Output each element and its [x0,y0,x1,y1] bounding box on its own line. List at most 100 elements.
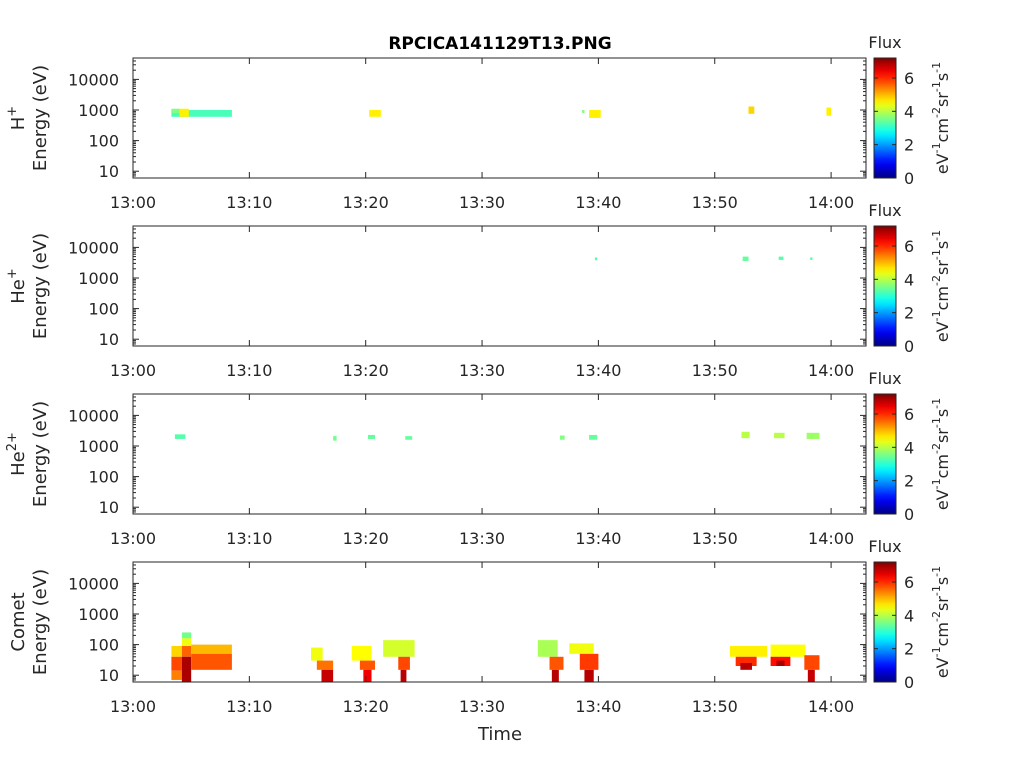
unit-part: sr [933,428,952,443]
x-tick-label: 13:00 [110,361,156,380]
colorbar-title: Flux [868,537,901,556]
unit-exponent: -1 [930,310,943,321]
figure-title: RPCICA141129T13.PNG [388,34,611,54]
heatmap-cells [171,106,832,118]
y-tick-label: 1000 [78,605,119,624]
species-name: Comet [8,592,29,651]
x-tick-label: 13:30 [459,361,505,380]
x-tick-label: 14:00 [808,361,854,380]
unit-exponent: -2 [930,107,943,118]
colorbar-label: eV-1cm-2sr-1s-1 [930,566,952,678]
x-tick-label: 13:10 [226,529,272,548]
heatmap-cell [368,434,376,439]
heatmap-cell [369,109,381,117]
heatmap-cell [171,646,182,657]
unit-exponent: -1 [930,62,943,73]
heatmap-cell [770,644,806,657]
heatmap-cell [549,656,564,670]
colorbar-tick-label: 2 [904,304,914,323]
heatmap-cell [810,257,813,260]
unit-part: s [933,73,952,81]
y-tick-label: 100 [88,468,119,487]
species-label: H+ [5,106,29,130]
heatmap-cell [171,656,182,671]
x-tick-label: 13:00 [110,529,156,548]
x-tick-label: 13:10 [226,193,272,212]
heatmap-cell [171,109,232,117]
y-tick-label: 100 [88,132,119,151]
colorbar-tick-label: 2 [904,472,914,491]
x-tick-label: 13:40 [575,529,621,548]
species-name: He [8,451,29,476]
heatmap-cell [398,656,410,670]
species-charge: 2+ [5,432,20,451]
colorbar-tick-label: 4 [904,438,914,457]
colorbar-tick-label: 6 [904,69,914,88]
x-tick-label: 13:20 [343,697,389,716]
energy-label: Energy (eV) [30,569,51,675]
colorbar-label: eV-1cm-2sr-1s-1 [930,230,952,342]
unit-part: eV [933,489,952,510]
energy-label: Energy (eV) [30,65,51,171]
colorbar [873,561,897,683]
unit-part: s [933,241,952,249]
unit-part: eV [933,321,952,342]
heatmap-cell [181,656,192,682]
colorbar-tick-label: 0 [904,505,914,524]
unit-exponent: -1 [930,478,943,489]
heatmap-cell [191,644,232,654]
heatmap-cell [171,670,182,680]
colorbar [873,57,897,179]
heatmap-cell [181,646,192,657]
heatmap-cell [311,647,323,661]
heatmap-cell [181,632,192,639]
y-tick-label: 10 [99,666,119,685]
colorbar-label: eV-1cm-2sr-1s-1 [930,62,952,174]
heatmap-cell [171,108,180,113]
heatmap-cell [826,107,832,116]
unit-part: eV [933,153,952,174]
colorbar-tick-label: 2 [904,640,914,659]
x-tick-label: 13:30 [459,697,505,716]
y-tick-label: 10000 [68,406,119,425]
heatmap-cell [748,106,755,114]
x-tick-label: 13:20 [343,193,389,212]
x-tick-label: 14:00 [808,529,854,548]
y-tick-label: 10 [99,162,119,181]
unit-part: sr [933,92,952,107]
x-tick-label: 13:40 [575,193,621,212]
x-tick-label: 13:50 [692,529,738,548]
heatmap-cell [729,646,768,657]
unit-exponent: -1 [930,398,943,409]
colorbar-tick-label: 0 [904,337,914,356]
heatmap-cell [551,669,559,682]
heatmap-cell [569,643,594,654]
colorbar-title: Flux [868,33,901,52]
y-tick-label: 10000 [68,238,119,257]
heatmap-cell [584,669,594,682]
y-tick-label: 10000 [68,574,119,593]
unit-part: cm [933,454,952,478]
x-tick-label: 13:00 [110,697,156,716]
y-axis-label: CometEnergy (eV) [8,569,51,675]
heatmap-cell [776,660,785,666]
unit-part: cm [933,118,952,142]
heatmap-cell [582,109,585,113]
y-tick-label: 10000 [68,70,119,89]
heatmap-cells [174,431,820,441]
species-label: He+ [5,268,29,304]
colorbar [873,225,897,347]
y-tick-label: 100 [88,636,119,655]
colorbar-tick-label: 0 [904,169,914,188]
species-charge: + [5,106,20,117]
heatmap-cell [579,653,599,670]
energy-label: Energy (eV) [30,233,51,339]
heatmap-cell [560,435,565,440]
heatmap-cell [589,434,598,440]
x-tick-label: 13:00 [110,193,156,212]
unit-exponent: -2 [930,275,943,286]
colorbar-tick-label: 6 [904,237,914,256]
heatmap-cell [537,640,558,657]
heatmap-cells [171,632,820,682]
